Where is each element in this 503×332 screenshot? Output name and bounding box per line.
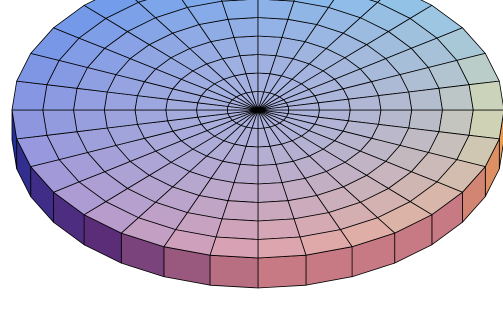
- top-facet: [11, 109, 48, 140]
- top-facet: [378, 91, 413, 111]
- top-facet: [83, 0, 139, 19]
- top-facet: [468, 109, 503, 140]
- top-facet: [408, 87, 443, 111]
- top-facet: [137, 0, 188, 19]
- top-facet: [268, 0, 295, 2]
- top-facet: [221, 0, 248, 2]
- top-facet: [42, 109, 78, 136]
- side-facet: [209, 254, 259, 289]
- top-facet: [103, 109, 138, 129]
- disk-side-faces: [11, 109, 503, 289]
- top-facet: [73, 109, 108, 133]
- top-facet: [438, 84, 474, 111]
- top-facet: [468, 80, 503, 111]
- top-facet: [42, 84, 78, 111]
- top-facet: [135, 0, 147, 3]
- top-facet: [221, 0, 259, 20]
- top-facet: [181, 0, 223, 8]
- top-facet: [257, 218, 301, 240]
- side-facet: [257, 254, 307, 289]
- top-facet: [257, 236, 307, 259]
- top-facet: [257, 200, 295, 222]
- top-facet: [11, 80, 48, 111]
- top-facet: [293, 0, 335, 8]
- disk-top-faces: [11, 0, 503, 259]
- top-facet: [215, 218, 259, 240]
- top-facet: [209, 236, 259, 259]
- top-facet: [438, 109, 474, 136]
